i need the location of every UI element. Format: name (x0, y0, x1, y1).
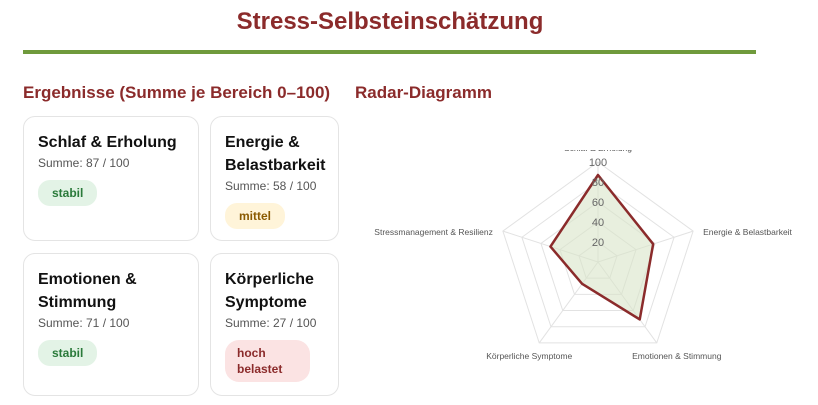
radar-tick-label: 100 (589, 157, 607, 169)
radar-heading: Radar-Diagramm (355, 83, 492, 102)
results-heading: Ergebnisse (Summe je Bereich 0–100) (23, 83, 331, 102)
radar-ticks: 20 40 60 80 100 (589, 157, 607, 249)
card-sum: Summe: 87 / 100 (38, 156, 130, 170)
card-sum: Summe: 58 / 100 (225, 179, 317, 193)
radar-axis-label: Körperliche Symptome (486, 351, 572, 361)
radar-tick-label: 80 (592, 177, 604, 189)
card-sum: Summe: 71 / 100 (38, 316, 130, 330)
title-divider (23, 50, 756, 54)
card-title: Energie & Belastbarkeit (225, 134, 326, 174)
radar-axis-label: Emotionen & Stimmung (632, 351, 722, 361)
radar-axis-labels: Schlaf & Erholung Energie & Belastbarkeit… (374, 150, 792, 361)
result-card-koerper: Körperliche Symptome Summe: 27 / 100 hoc… (210, 253, 339, 396)
radar-tick-label: 20 (592, 237, 604, 249)
status-badge: stabil (38, 180, 98, 206)
result-card-energie: Energie & Belastbarkeit Summe: 58 / 100 … (210, 116, 339, 241)
status-badge: hoch belastet (225, 340, 310, 382)
card-sum: Summe: 27 / 100 (225, 316, 317, 330)
radar-axis-label: Energie & Belastbarkeit (703, 227, 792, 237)
radar-axis-label: Schlaf & Erholung (564, 150, 632, 153)
status-badge: stabil (38, 340, 98, 366)
result-card-emotionen: Emotionen & Stimmung Summe: 71 / 100 sta… (23, 253, 199, 396)
card-title: Körperliche Symptome (225, 271, 314, 311)
card-title: Emotionen & Stimmung (38, 271, 137, 311)
radar-tick-label: 40 (592, 217, 604, 229)
radar-chart: 20 40 60 80 100 Schlaf & Erholung Energie & B… (374, 150, 792, 361)
radar-tick-label: 60 (592, 197, 604, 209)
card-title: Schlaf & Erholung (38, 134, 177, 151)
radar-axis-label: Stressmanagement & Resilienz (374, 227, 493, 237)
radar-grid-ring (502, 161, 694, 344)
radar-grid-ring (521, 181, 675, 328)
result-card-schlaf: Schlaf & Erholung Summe: 87 / 100 stabil (23, 116, 199, 241)
page-title: Stress-Selbsteinschätzung (236, 8, 544, 35)
status-badge: mittel (225, 203, 286, 229)
radar-series-area (549, 173, 655, 321)
